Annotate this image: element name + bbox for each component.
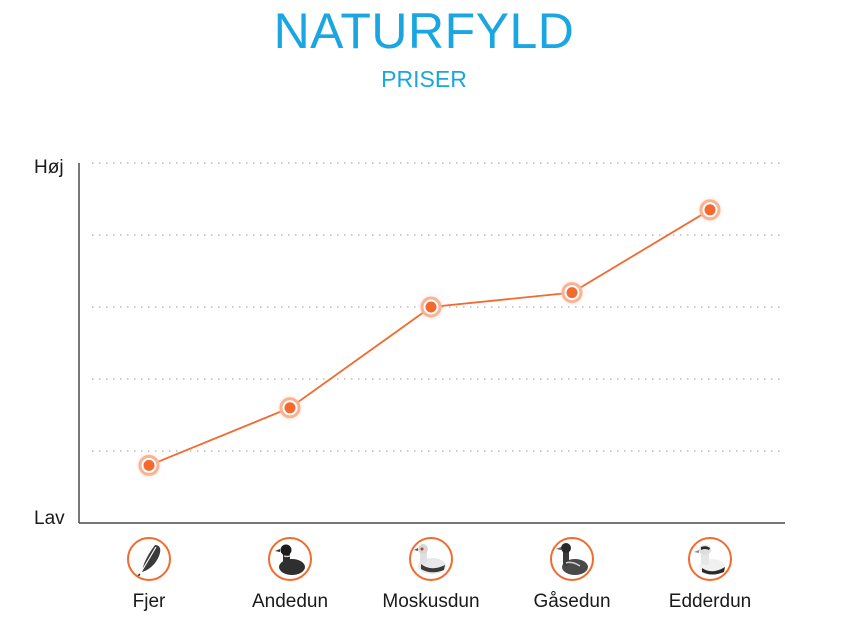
data-point-marker [425, 301, 437, 313]
data-point-moskusdun [417, 293, 445, 321]
duck-icon [270, 539, 310, 579]
category-icon-wrap-gåsedun [550, 537, 594, 581]
data-point-marker [704, 204, 716, 216]
data-point-marker [566, 287, 578, 299]
data-point-andedun [276, 393, 304, 422]
x-tick-label-edderdun: Edderdun [668, 591, 752, 612]
category-icon-wrap-moskusdun [409, 537, 453, 581]
series-line [148, 209, 711, 467]
x-tick-label-moskusdun: Moskusdun [382, 591, 480, 612]
x-tick-label-gåsedun: Gåsedun [533, 591, 611, 612]
y-tick-label-high: Høj [34, 157, 64, 178]
goose-icon [552, 539, 592, 579]
x-tick-label-fjer: Fjer [132, 591, 166, 612]
category-icon-wrap-fjer [127, 537, 171, 581]
data-point-marker [143, 459, 155, 471]
chart-title: NATURFYLD [273, 3, 575, 59]
muscovy-duck-icon [411, 539, 451, 579]
y-tick-label-low: Lav [34, 508, 65, 529]
chart-subtitle: PRISER [381, 66, 467, 92]
category-icon-wrap-edderdun [688, 537, 732, 581]
eider-duck-icon [690, 539, 730, 579]
data-point-marker [284, 402, 296, 414]
data-point-gåsedun [558, 278, 586, 307]
x-tick-label-andedun: Andedun [251, 591, 329, 612]
data-point-fjer [135, 451, 163, 480]
data-point-edderdun [696, 195, 724, 224]
category-icon-wrap-andedun [268, 537, 312, 581]
feather-icon [129, 539, 169, 579]
